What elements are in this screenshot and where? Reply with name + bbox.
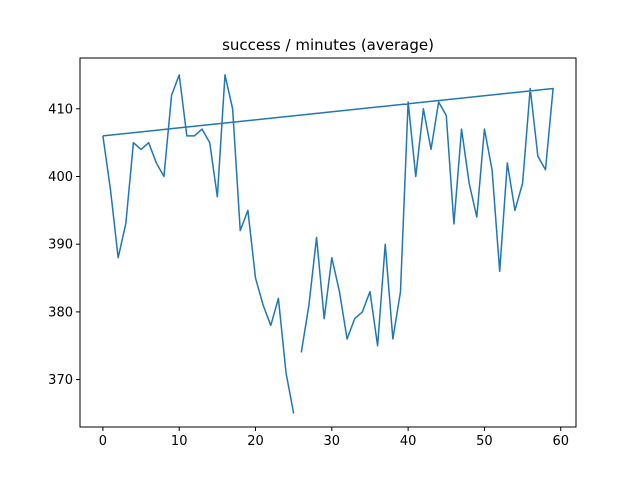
x-tick-label: 60 [552, 434, 569, 449]
x-axis-ticks: 0 10 20 30 40 50 60 [99, 427, 569, 449]
x-tick-label: 30 [324, 434, 341, 449]
y-tick-label: 410 [48, 102, 73, 117]
x-tick-label: 50 [476, 434, 493, 449]
x-tick-label: 10 [171, 434, 188, 449]
series-lines [102, 74, 554, 414]
y-axis-ticks: 370 380 390 400 410 [48, 102, 80, 388]
x-tick-label: 20 [247, 434, 264, 449]
chart-title: success / minutes (average) [222, 36, 434, 54]
y-tick-label: 370 [48, 373, 73, 388]
y-tick-label: 400 [48, 170, 73, 185]
series-line-segment-1 [102, 74, 295, 414]
x-tick-label: 0 [99, 434, 107, 449]
plot-area-frame [79, 57, 577, 428]
y-tick-label: 380 [48, 305, 73, 320]
y-tick-label: 390 [48, 238, 73, 253]
x-tick-label: 40 [400, 434, 417, 449]
series-line-segment-2 [102, 87, 554, 353]
